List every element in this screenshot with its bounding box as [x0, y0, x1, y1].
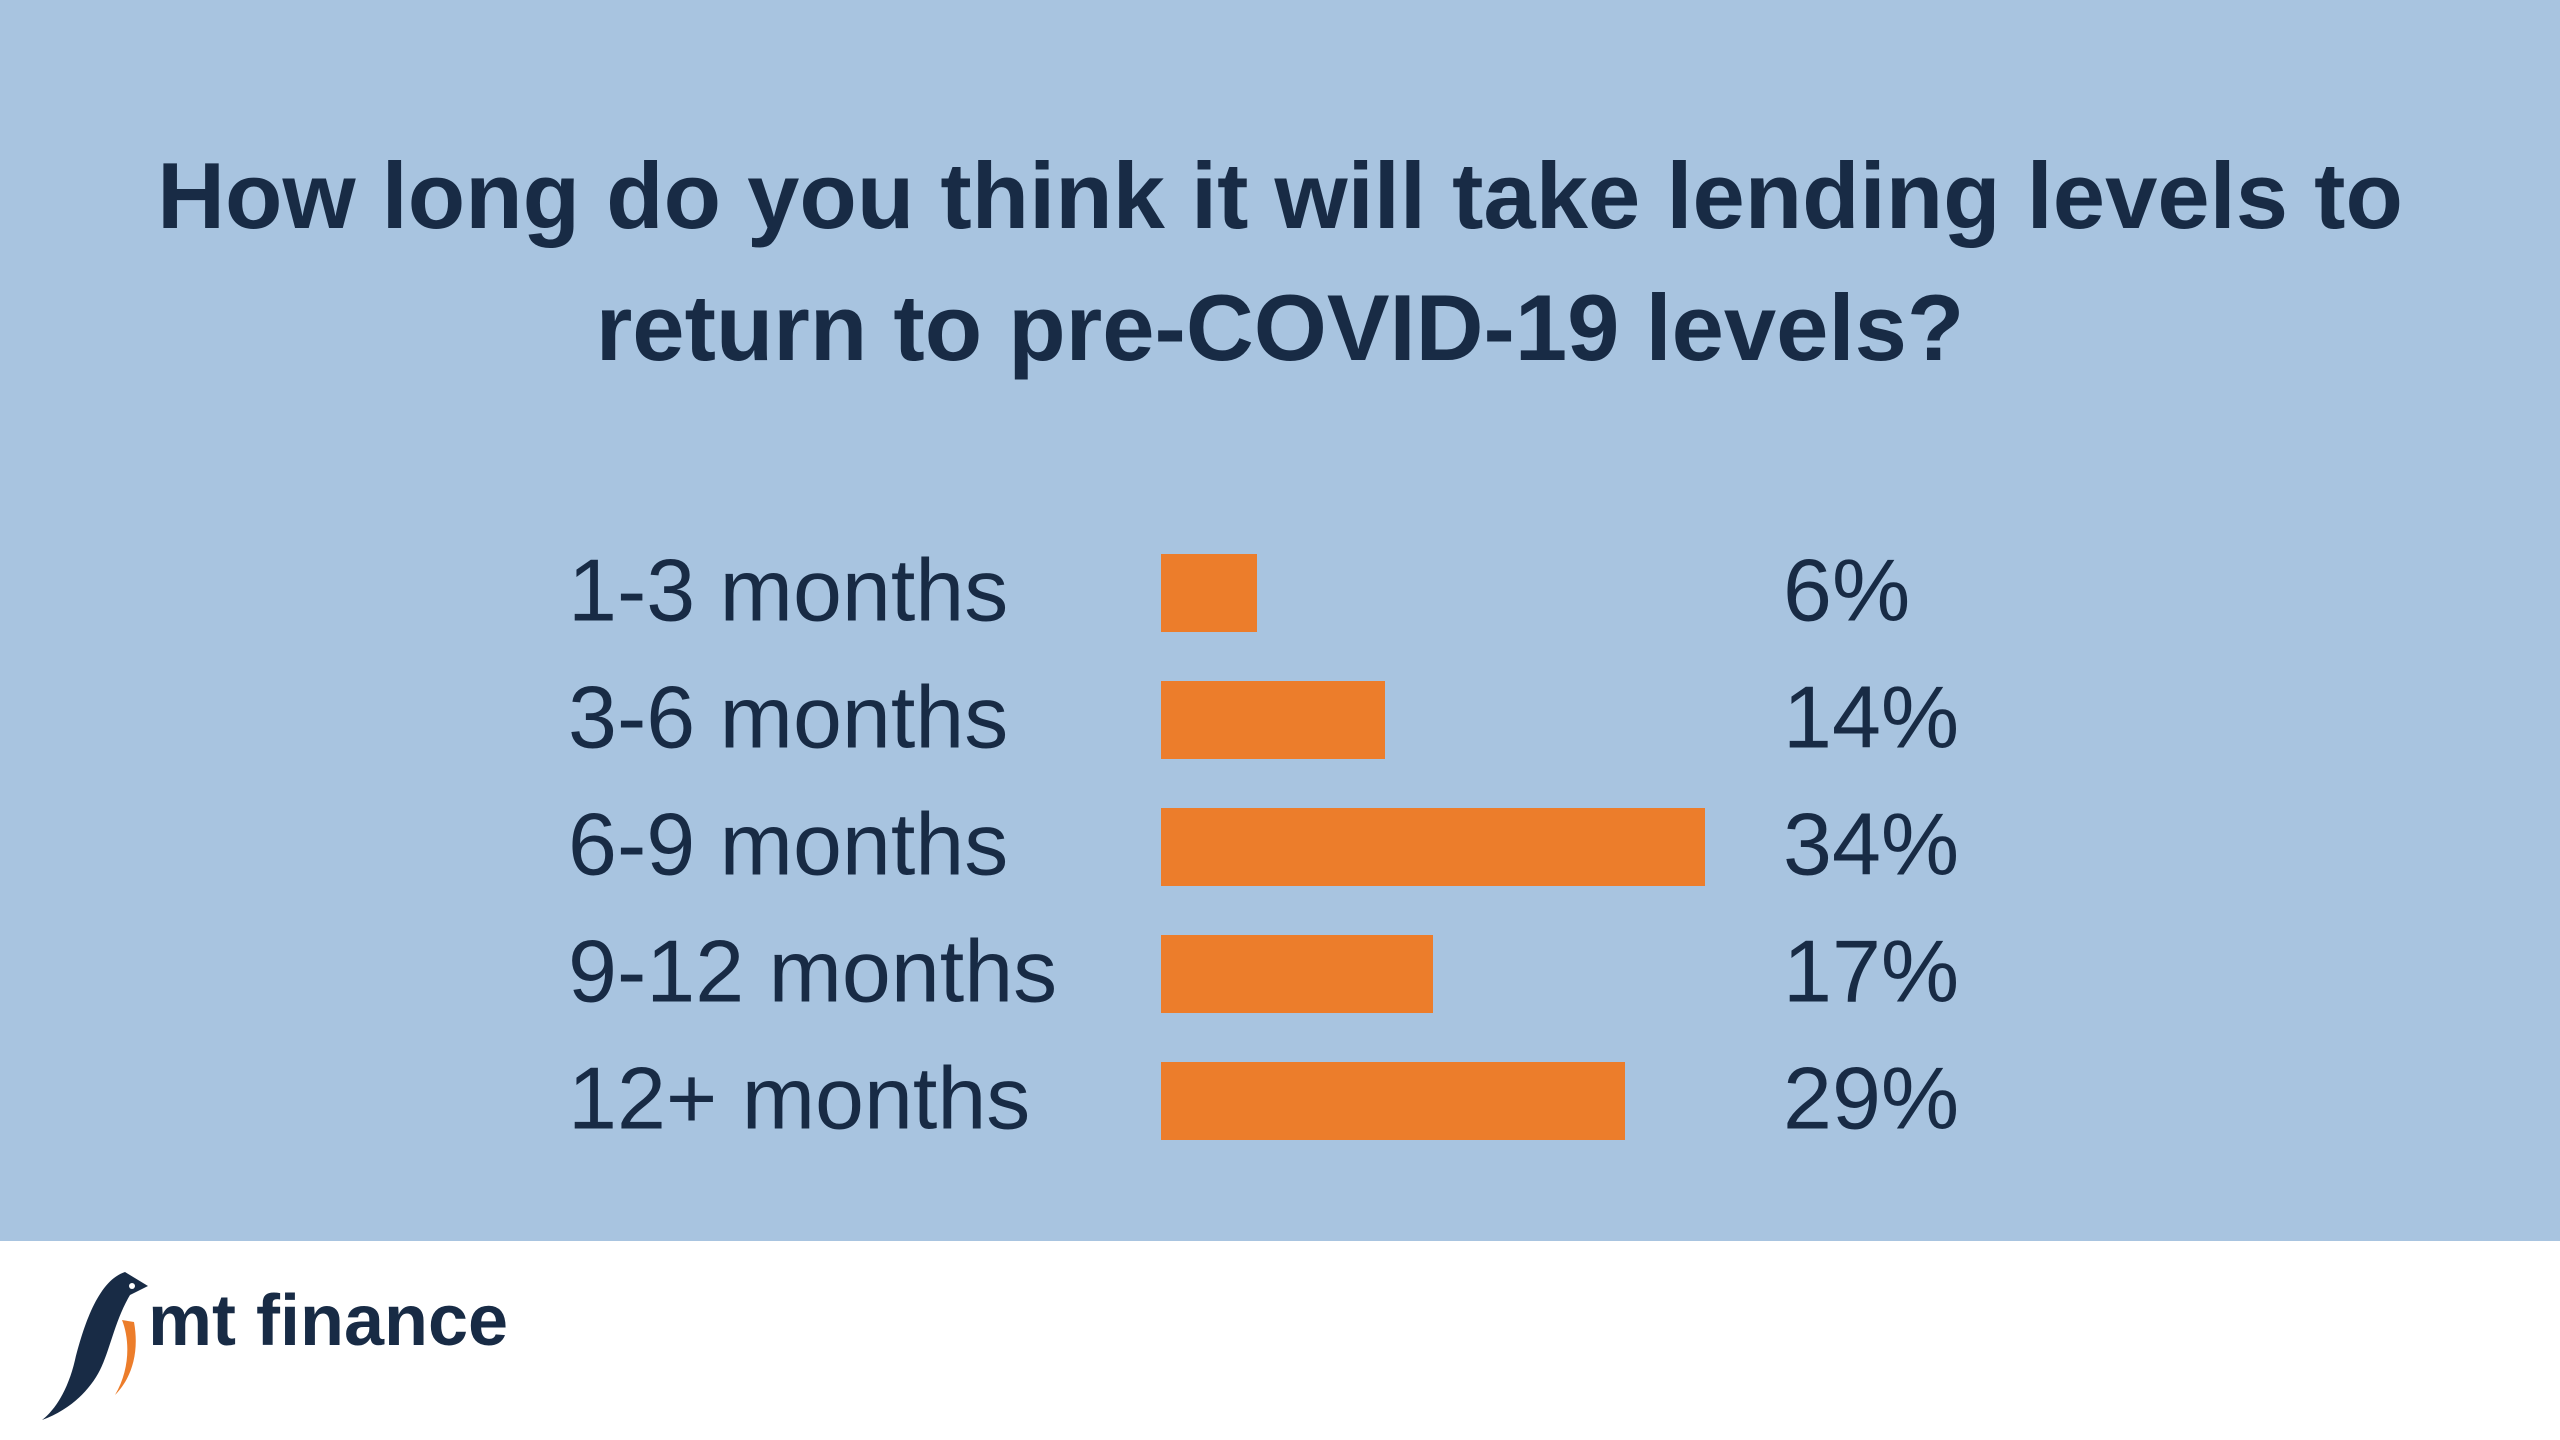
category-label: 12+ months: [568, 1048, 1030, 1147]
chart: 1-3 months 6% 3-6 months 14% 6-9 months 34% 9-…: [568, 540, 1959, 1147]
logo-icon: [42, 1272, 148, 1420]
logo-text: mt finance: [148, 1281, 509, 1361]
value-label: 14%: [1783, 667, 1959, 766]
category-label: 6-9 months: [568, 794, 1008, 893]
bar: [1161, 681, 1385, 759]
bar: [1161, 554, 1257, 632]
category-label: 3-6 months: [568, 667, 1008, 766]
bar: [1161, 935, 1433, 1013]
value-label: 34%: [1783, 794, 1959, 893]
category-label: 1-3 months: [568, 540, 1008, 639]
bar: [1161, 1062, 1625, 1140]
value-label: 29%: [1783, 1048, 1959, 1147]
chart-panel: [0, 0, 2560, 1241]
chart-title: How long do you think it will take lendi…: [157, 143, 2403, 380]
value-label: 6%: [1783, 540, 1910, 639]
value-label: 17%: [1783, 921, 1959, 1020]
category-label: 9-12 months: [568, 921, 1057, 1020]
bar: [1161, 808, 1705, 886]
